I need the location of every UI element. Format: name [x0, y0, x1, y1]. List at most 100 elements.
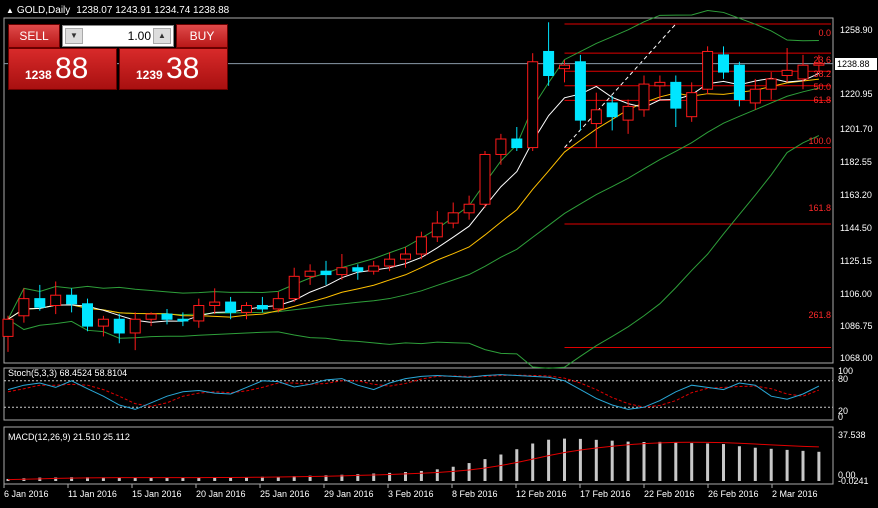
- candle-body: [606, 102, 618, 118]
- fib-level-label: 38.2: [813, 69, 831, 79]
- candle-body: [352, 267, 364, 272]
- candle-body: [34, 298, 46, 308]
- macd-histogram-bar: [801, 450, 805, 481]
- macd-histogram-bar: [483, 459, 487, 481]
- macd-histogram-bar: [165, 477, 169, 481]
- candle-body: [590, 109, 602, 125]
- bollinger-middle-line: [7, 87, 820, 320]
- macd-histogram-bar: [642, 442, 646, 481]
- lot-increase-icon[interactable]: ▲: [153, 28, 171, 44]
- macd-histogram-bar: [181, 477, 185, 481]
- candle-body: [97, 318, 109, 327]
- price-axis-label: 1258.90: [840, 25, 873, 35]
- macd-histogram-bar: [467, 463, 471, 481]
- candle-body: [686, 92, 698, 118]
- macd-histogram-bar: [340, 474, 344, 481]
- lot-size-control: ▼ ▲: [62, 25, 174, 47]
- candle-body: [813, 63, 825, 66]
- candle-body: [129, 318, 141, 334]
- macd-histogram-bar: [197, 477, 201, 481]
- price-axis-label: 1086.75: [840, 321, 873, 331]
- candle-body: [400, 253, 411, 260]
- macd-histogram-bar: [658, 441, 662, 481]
- candle-body: [193, 305, 205, 322]
- price-axis-label: 1144.50: [840, 223, 872, 233]
- candle-body: [209, 301, 221, 307]
- date-label: 2 Mar 2016: [772, 489, 818, 499]
- candle-body: [113, 318, 125, 334]
- macd-histogram-bar: [388, 472, 392, 481]
- fib-level-label: 100.0: [808, 136, 831, 146]
- macd-histogram-bar: [149, 477, 153, 481]
- date-label: 6 Jan 2016: [4, 489, 49, 499]
- macd-histogram-bar: [785, 449, 789, 481]
- buy-price-pips: 38: [166, 52, 200, 85]
- candle-body: [622, 105, 634, 121]
- candle-body: [543, 50, 555, 76]
- macd-histogram-bar: [213, 477, 217, 481]
- date-label: 15 Jan 2016: [132, 489, 182, 499]
- macd-histogram-bar: [324, 475, 328, 481]
- price-axis-label: 1220.95: [840, 89, 873, 99]
- macd-histogram-bar: [610, 440, 614, 481]
- sell-price-box[interactable]: 1238 88: [8, 48, 117, 90]
- collapse-triangle-icon[interactable]: ▲: [6, 6, 14, 15]
- macd-histogram-bar: [86, 477, 89, 481]
- macd-histogram-bar: [117, 477, 121, 481]
- macd-histogram-bar: [706, 443, 710, 481]
- candle-body: [702, 50, 714, 90]
- stochastic-label: Stoch(5,3,3) 68.4524 58.8104: [8, 368, 128, 378]
- macd-histogram-bar: [54, 477, 58, 481]
- date-label: 20 Jan 2016: [196, 489, 246, 499]
- sell-button[interactable]: SELL: [8, 24, 60, 48]
- current-price-tag: 1238.88: [835, 58, 877, 70]
- symbol-label: GOLD,Daily: [16, 5, 71, 16]
- macd-histogram-bar: [594, 439, 598, 481]
- macd-histogram-bar: [6, 478, 10, 481]
- candle-body: [654, 81, 666, 87]
- macd-histogram-bar: [70, 477, 74, 481]
- macd-histogram-bar: [245, 477, 248, 481]
- price-axis-label: 1068.00: [840, 353, 873, 363]
- date-label: 26 Feb 2016: [708, 489, 759, 499]
- lot-size-input[interactable]: [85, 27, 153, 45]
- candle-body: [320, 270, 332, 276]
- fib-level-label: 61.8: [813, 95, 831, 105]
- macd-histogram-bar: [690, 443, 694, 481]
- candle-body: [272, 298, 284, 310]
- candle-body: [638, 83, 650, 111]
- stochastic-panel-frame: [3, 367, 834, 421]
- candle-body: [368, 265, 380, 272]
- date-label: 29 Jan 2016: [324, 489, 374, 499]
- fib-level-label: 161.8: [808, 203, 831, 213]
- candle-body: [765, 78, 777, 90]
- candle-body: [670, 81, 682, 109]
- candle-body: [145, 313, 157, 320]
- macd-axis-label: -0.0241: [838, 476, 869, 486]
- bollinger-lower-line: [7, 135, 820, 369]
- chart-header: ▲ GOLD,Daily 1238.07 1243.91 1234.74 1238.…: [6, 5, 229, 16]
- candle-body: [415, 236, 427, 255]
- buy-price-box[interactable]: 1239 38: [119, 48, 228, 90]
- date-label: 11 Jan 2016: [68, 489, 117, 499]
- price-axis-label: 1163.20: [840, 190, 872, 200]
- price-axis-label: 1106.00: [840, 289, 872, 299]
- fib-level-label: 261.8: [808, 310, 831, 320]
- candle-body: [256, 305, 268, 310]
- lot-decrease-icon[interactable]: ▼: [65, 28, 83, 44]
- candle-body: [511, 138, 523, 149]
- date-label: 3 Feb 2016: [388, 489, 434, 499]
- macd-histogram-bar: [133, 477, 137, 481]
- candle-body: [431, 222, 443, 238]
- date-label: 22 Feb 2016: [644, 489, 695, 499]
- candle-body: [574, 61, 586, 121]
- price-axis-label: 1125.15: [840, 256, 872, 266]
- buy-button[interactable]: BUY: [176, 24, 228, 48]
- candle-body: [50, 294, 62, 307]
- date-label: 8 Feb 2016: [452, 489, 498, 499]
- macd-signal-line: [7, 441, 819, 481]
- macd-histogram-bar: [499, 454, 503, 481]
- macd-histogram-bar: [737, 446, 741, 481]
- stoch-axis-label: 0: [838, 412, 844, 422]
